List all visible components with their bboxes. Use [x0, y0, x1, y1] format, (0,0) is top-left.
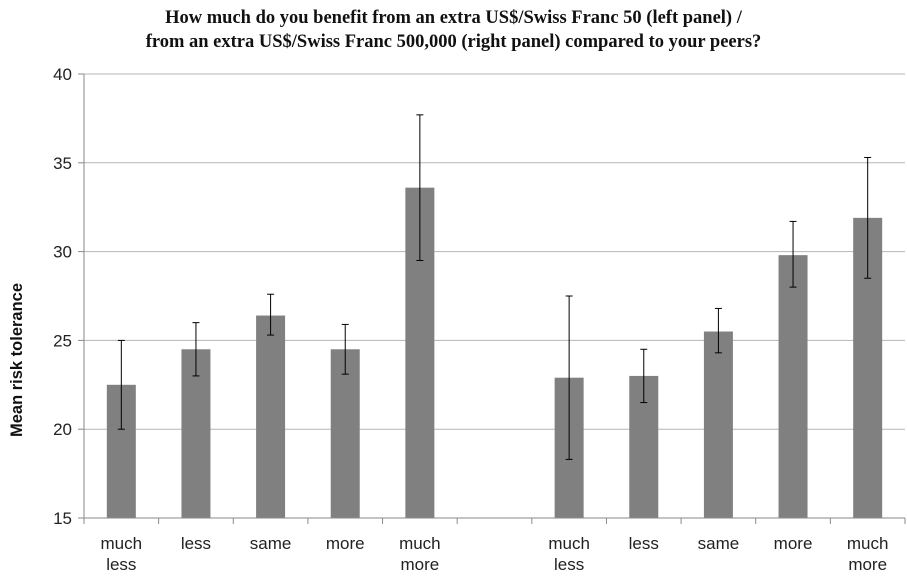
x-tick-label: much less — [548, 534, 590, 574]
bar — [181, 349, 211, 518]
y-tick-label: 15 — [53, 509, 72, 528]
x-tick-label: same — [698, 534, 740, 553]
bar — [330, 349, 360, 518]
y-tick-label: 20 — [53, 420, 72, 439]
y-tick-label: 35 — [53, 154, 72, 173]
chart-title-line-2: from an extra US$/Swiss Franc 500,000 (r… — [145, 32, 762, 52]
x-tick-label: more — [774, 534, 813, 553]
bar — [256, 315, 286, 518]
x-tick-label: much more — [399, 534, 441, 574]
chart-title-line-1: How much do you benefit from an extra US… — [165, 8, 742, 28]
x-tick-label: much less — [101, 534, 143, 574]
x-tick-label: same — [250, 534, 292, 553]
y-tick-label: 30 — [53, 243, 72, 262]
chart-title: How much do you benefit from an extra US… — [0, 6, 907, 54]
x-tick-label: more — [326, 534, 365, 553]
bar — [703, 331, 733, 518]
bar — [778, 255, 808, 519]
y-tick-label: 40 — [53, 65, 72, 84]
x-tick-label: less — [629, 534, 659, 553]
x-tick-label: less — [181, 534, 211, 553]
y-axis-label: Mean risk tolerance — [8, 283, 26, 437]
x-tick-label: much more — [847, 534, 889, 574]
y-tick-label: 25 — [53, 331, 72, 350]
